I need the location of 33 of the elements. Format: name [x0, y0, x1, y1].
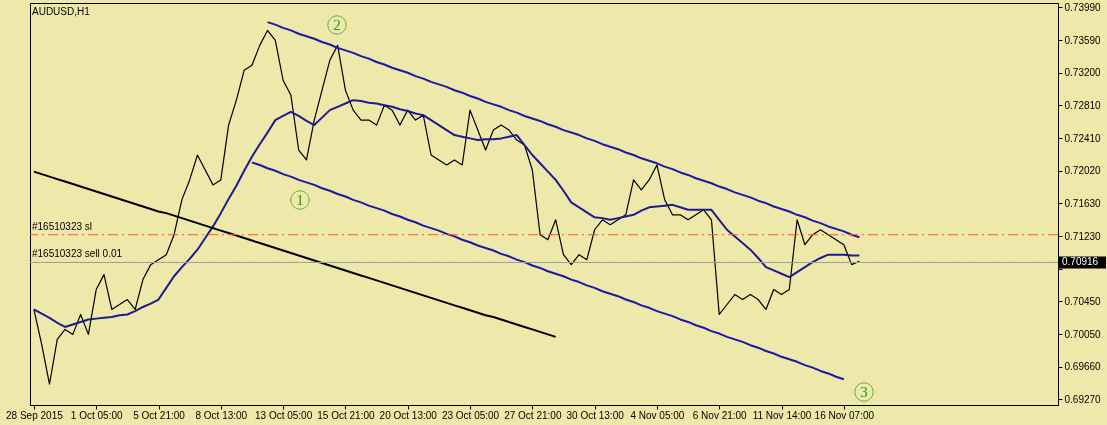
chart-title: AUDUSD,H1	[32, 6, 91, 17]
y-tick-label: 0.72810	[1064, 99, 1102, 111]
x-tick-label: 23 Oct 05:00	[441, 409, 500, 421]
x-tick-label: 1 Oct 05:00	[70, 409, 123, 421]
x-tick-label: 30 Oct 13:00	[566, 409, 625, 421]
x-tick-label: 8 Oct 13:00	[195, 409, 248, 421]
annotation: 3	[860, 384, 868, 400]
x-tick-label: 4 Nov 05:00	[630, 409, 685, 421]
y-tick-label: 0.70050	[1064, 328, 1102, 340]
x-tick-label: 13 Oct 05:00	[254, 409, 313, 421]
y-tick-label: 0.73590	[1064, 34, 1102, 46]
x-tick-label: 27 Oct 21:00	[504, 409, 562, 421]
y-tick-label: 0.72410	[1064, 132, 1102, 144]
annotation: 1	[296, 192, 304, 208]
x-tick-label: 20 Oct 13:00	[379, 409, 438, 421]
ref-line-label: #16510323 sell 0.01	[32, 248, 123, 260]
x-tick-label: 28 Sep 2015	[6, 409, 64, 421]
y-tick-label: 0.73200	[1064, 67, 1102, 79]
y-tick-label: 0.73990	[1064, 1, 1102, 13]
y-tick-label: 0.69660	[1064, 361, 1102, 373]
y-tick-label: 0.71630	[1064, 197, 1102, 209]
ref-line-label: 0.70916	[1062, 256, 1099, 268]
x-tick-label: 11 Nov 14:00	[752, 409, 812, 421]
x-tick-label: 5 Oct 21:00	[133, 409, 186, 421]
x-tick-label: 16 Nov 07:00	[814, 409, 875, 421]
x-tick-label: 15 Oct 21:00	[317, 409, 375, 421]
y-tick-label: 0.69270	[1064, 393, 1102, 405]
ref-line-label: #16510323 sl	[32, 220, 93, 232]
y-tick-label: 0.72020	[1064, 165, 1102, 177]
y-tick-label: 0.70450	[1064, 295, 1102, 307]
y-tick-label: 0.71230	[1064, 230, 1102, 242]
x-tick-label: 6 Nov 21:00	[692, 409, 748, 421]
annotation: 2	[333, 17, 341, 33]
